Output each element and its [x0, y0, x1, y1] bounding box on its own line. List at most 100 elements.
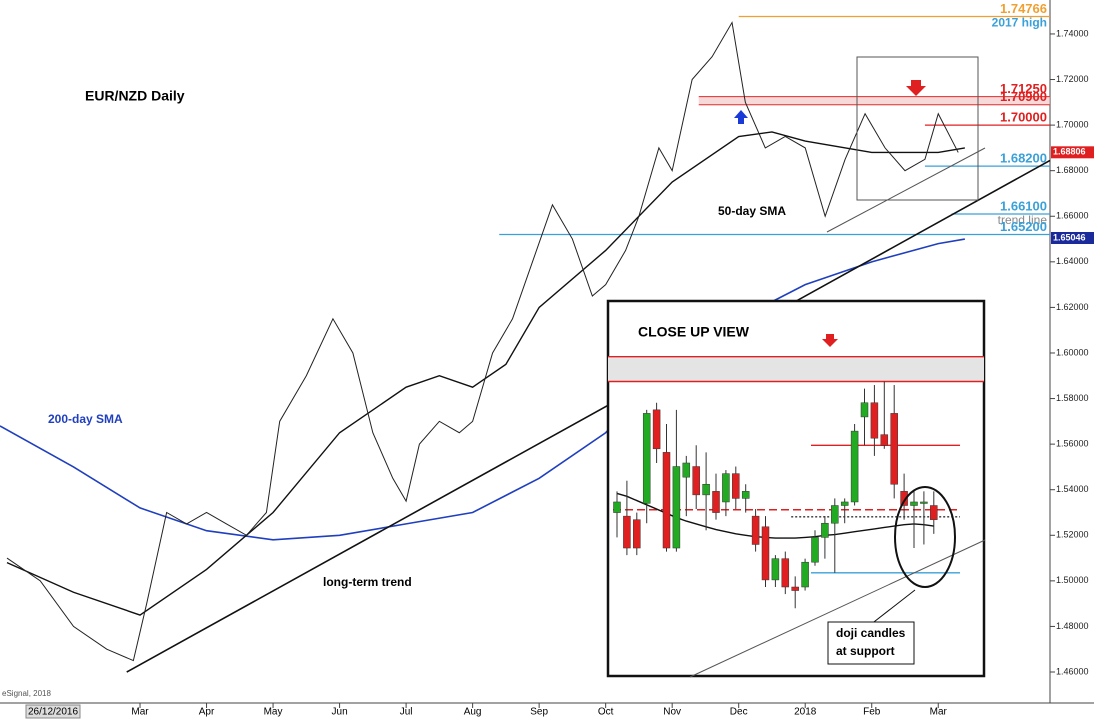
candle-body	[870, 402, 879, 439]
x-tick-label: May	[264, 707, 283, 718]
level-label: 1.74766	[1000, 1, 1047, 16]
y-tick-label: 1.48000	[1056, 621, 1089, 631]
candle-body	[801, 561, 809, 588]
candle-body	[850, 430, 859, 503]
resistance-band	[698, 96, 1050, 105]
candle-body	[890, 413, 898, 485]
candle-body	[920, 501, 928, 504]
zoom-box	[856, 56, 979, 201]
note-pointer	[869, 589, 916, 626]
candle-body	[791, 586, 799, 591]
trend-label: long-term trend	[323, 575, 412, 589]
candle-body	[771, 558, 780, 581]
y-tick-label: 1.72000	[1056, 74, 1089, 84]
candle-body	[761, 526, 770, 581]
y-tick-label: 1.58000	[1056, 393, 1089, 403]
inset-band	[608, 356, 984, 382]
inset-support-line	[689, 539, 986, 678]
x-tick-label: Feb	[863, 707, 881, 718]
candle-body	[741, 491, 750, 499]
level-label: 1.71250	[1000, 81, 1047, 96]
y-tick-label: 1.68000	[1056, 165, 1089, 175]
note-line: doji candles	[836, 626, 906, 640]
trend-line	[126, 159, 1051, 673]
down-arrow	[906, 80, 926, 96]
up-arrow	[734, 110, 748, 124]
candle-body	[712, 491, 720, 513]
price-line	[6, 21, 959, 662]
price-tag	[1051, 146, 1094, 159]
candle-body	[910, 501, 918, 506]
candle-body	[692, 466, 700, 496]
price-tag-label: 1.68806	[1053, 147, 1086, 157]
level-note: 2017 high	[992, 16, 1047, 30]
candle-body	[702, 483, 710, 496]
doji-circle	[894, 486, 956, 588]
candle-body	[662, 452, 671, 549]
candle-body	[732, 473, 740, 499]
main-plot	[0, 15, 1055, 708]
candle-body	[781, 558, 790, 588]
y-tick-label: 1.56000	[1056, 439, 1089, 449]
price-tag-label: 1.65046	[1053, 232, 1086, 242]
x-tick-label: Nov	[663, 707, 681, 718]
candle-body	[672, 466, 681, 549]
candle-body	[633, 519, 641, 549]
candle-body	[811, 537, 819, 563]
candle-body	[642, 413, 651, 504]
level-label: 1.65200	[1000, 219, 1047, 234]
x-tick-label: Oct	[598, 707, 614, 718]
level-label: 1.68200	[1000, 151, 1047, 166]
sma200-line	[0, 238, 965, 541]
source: eSignal, 2018	[2, 689, 51, 698]
candle-body	[751, 515, 760, 545]
inset-title: CLOSE UP VIEW	[638, 324, 750, 340]
y-tick-label: 1.50000	[1056, 575, 1089, 585]
candle-body	[613, 501, 621, 513]
note-line: at support	[836, 644, 895, 658]
inset-down-arrow	[822, 334, 838, 347]
sma50-label: 50-day SMA	[718, 204, 786, 218]
cursor-box	[25, 704, 81, 719]
x-tick-label: Aug	[464, 707, 482, 718]
candle-body	[623, 515, 631, 549]
candle-body	[840, 501, 849, 506]
y-tick-label: 1.60000	[1056, 347, 1089, 357]
candle-body	[860, 402, 869, 418]
x-tick-label: Apr	[199, 707, 215, 718]
level-label: 1.70900	[1000, 89, 1047, 104]
level-note: trend line	[998, 213, 1048, 227]
level-label: 1.66100	[1000, 198, 1047, 213]
level-label: 1.70000	[1000, 110, 1047, 125]
candle-body	[682, 462, 691, 478]
y-tick-label: 1.62000	[1056, 302, 1089, 312]
candle-body	[930, 505, 938, 520]
x-tick-label: Mar	[930, 707, 948, 718]
inset-plot	[608, 355, 984, 609]
x-tick-label: Jul	[400, 707, 413, 718]
candle-body	[722, 473, 730, 503]
x-tick-label: Mar	[131, 707, 149, 718]
x-tick-label: Dec	[730, 707, 748, 718]
note-box	[827, 621, 915, 665]
y-tick-label: 1.46000	[1056, 666, 1089, 676]
sma50-line	[6, 131, 965, 616]
support-line	[826, 147, 986, 233]
candle-body	[880, 434, 889, 446]
y-tick-label: 1.64000	[1056, 256, 1089, 266]
price-tag	[1051, 231, 1094, 244]
y-tick-label: 1.74000	[1056, 28, 1089, 38]
y-tick-label: 1.66000	[1056, 211, 1089, 221]
close-up-inset: doji candles at support CLOSE UP VIEW	[606, 299, 986, 678]
y-tick-label: 1.54000	[1056, 484, 1089, 494]
candle-body	[831, 505, 839, 524]
cursor-date: 26/12/2016	[28, 707, 78, 718]
sma200-label: 200-day SMA	[48, 412, 123, 426]
y-tick-label: 1.70000	[1056, 119, 1089, 129]
x-tick-label: 2018	[794, 707, 817, 718]
chart-title: EUR/NZD Daily	[85, 88, 185, 104]
candle-body	[652, 409, 661, 450]
x-tick-label: Sep	[530, 707, 548, 718]
y-tick-label: 1.52000	[1056, 530, 1089, 540]
